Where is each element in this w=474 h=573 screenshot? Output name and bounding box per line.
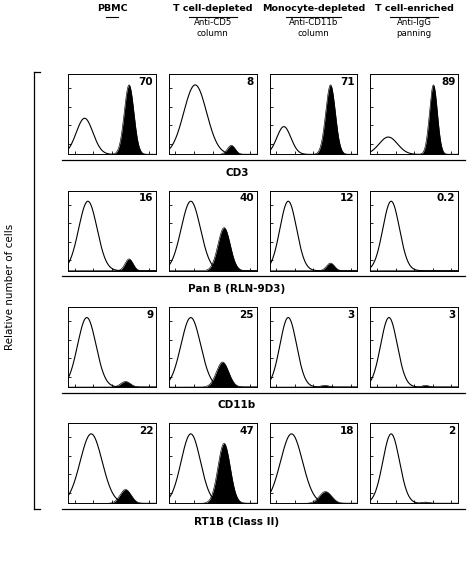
Text: 16: 16 <box>139 193 153 203</box>
Text: Anti-IgG
panning: Anti-IgG panning <box>397 18 432 38</box>
Text: Pan B (RLN-9D3): Pan B (RLN-9D3) <box>188 284 286 294</box>
Text: PBMC: PBMC <box>97 4 128 13</box>
Text: RT1B (Class II): RT1B (Class II) <box>194 517 280 527</box>
Text: CD3: CD3 <box>225 168 249 178</box>
Text: 8: 8 <box>246 77 254 87</box>
Text: 12: 12 <box>340 193 355 203</box>
Text: T cell-depleted: T cell-depleted <box>173 4 253 13</box>
Text: 3: 3 <box>448 309 456 320</box>
Text: 47: 47 <box>239 426 254 436</box>
Text: 9: 9 <box>146 309 153 320</box>
Text: CD11b: CD11b <box>218 401 256 410</box>
Text: 2: 2 <box>448 426 456 436</box>
Text: T cell-enriched: T cell-enriched <box>375 4 454 13</box>
Text: 0.2: 0.2 <box>437 193 456 203</box>
Text: 3: 3 <box>347 309 355 320</box>
Text: 18: 18 <box>340 426 355 436</box>
Text: Anti-CD11b
column: Anti-CD11b column <box>289 18 338 38</box>
Text: Relative number of cells: Relative number of cells <box>5 223 16 350</box>
Text: Monocyte-depleted: Monocyte-depleted <box>262 4 365 13</box>
Text: 22: 22 <box>139 426 153 436</box>
Text: 70: 70 <box>138 77 153 87</box>
Text: 40: 40 <box>239 193 254 203</box>
Text: 25: 25 <box>239 309 254 320</box>
Text: 71: 71 <box>340 77 355 87</box>
Text: Anti-CD5
column: Anti-CD5 column <box>193 18 232 38</box>
Text: 89: 89 <box>441 77 456 87</box>
